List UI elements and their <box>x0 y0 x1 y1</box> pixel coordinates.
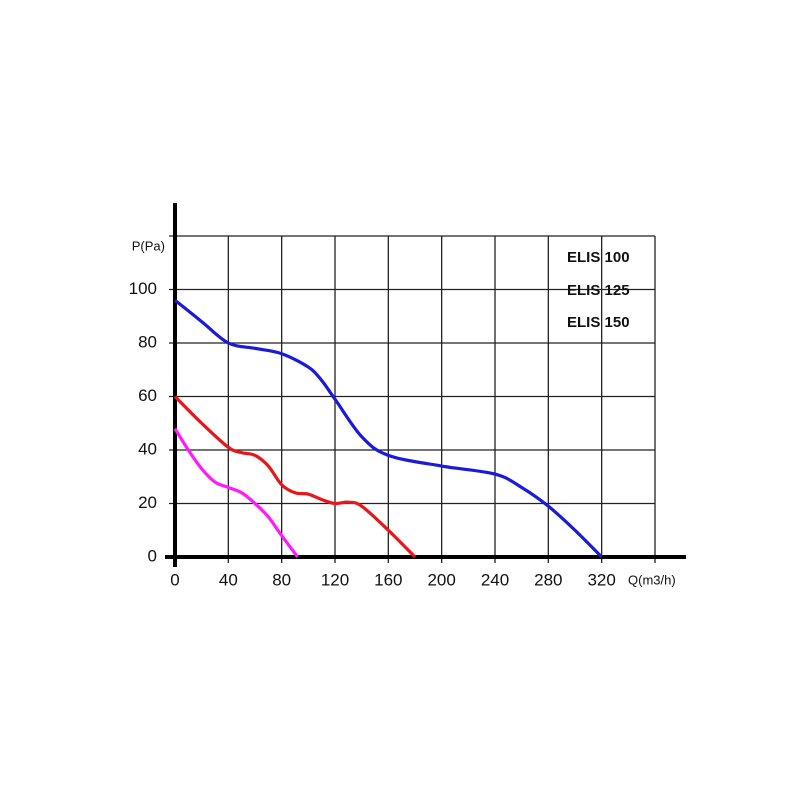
x-tick-label: 40 <box>219 570 238 589</box>
x-tick-label: 80 <box>272 570 291 589</box>
line <box>173 395 417 559</box>
legend-entry: ELIS 125 <box>567 282 630 299</box>
x-tick-label: 320 <box>587 570 615 589</box>
line <box>173 298 603 559</box>
x-tick-label: 200 <box>427 570 455 589</box>
x-tick-label: 280 <box>534 570 562 589</box>
x-tick-label: 120 <box>321 570 349 589</box>
y-tick-label: 100 <box>129 279 157 298</box>
line <box>173 427 299 558</box>
y-tick-label: 80 <box>138 332 157 351</box>
x-tick-label: 240 <box>481 570 509 589</box>
legend-entry: ELIS 150 <box>567 314 630 331</box>
y-tick-label: 20 <box>138 493 157 512</box>
legend-entry: ELIS 100 <box>567 249 630 266</box>
y-tick-label: 0 <box>148 546 157 565</box>
y-tick-label: 40 <box>138 439 157 458</box>
x-tick-label: 0 <box>170 570 179 589</box>
x-tick-label: 160 <box>374 570 402 589</box>
y-tick-label: 60 <box>138 386 157 405</box>
y-axis-label: P(Pa) <box>132 238 165 253</box>
x-axis-label: Q(m3/h) <box>628 572 676 587</box>
